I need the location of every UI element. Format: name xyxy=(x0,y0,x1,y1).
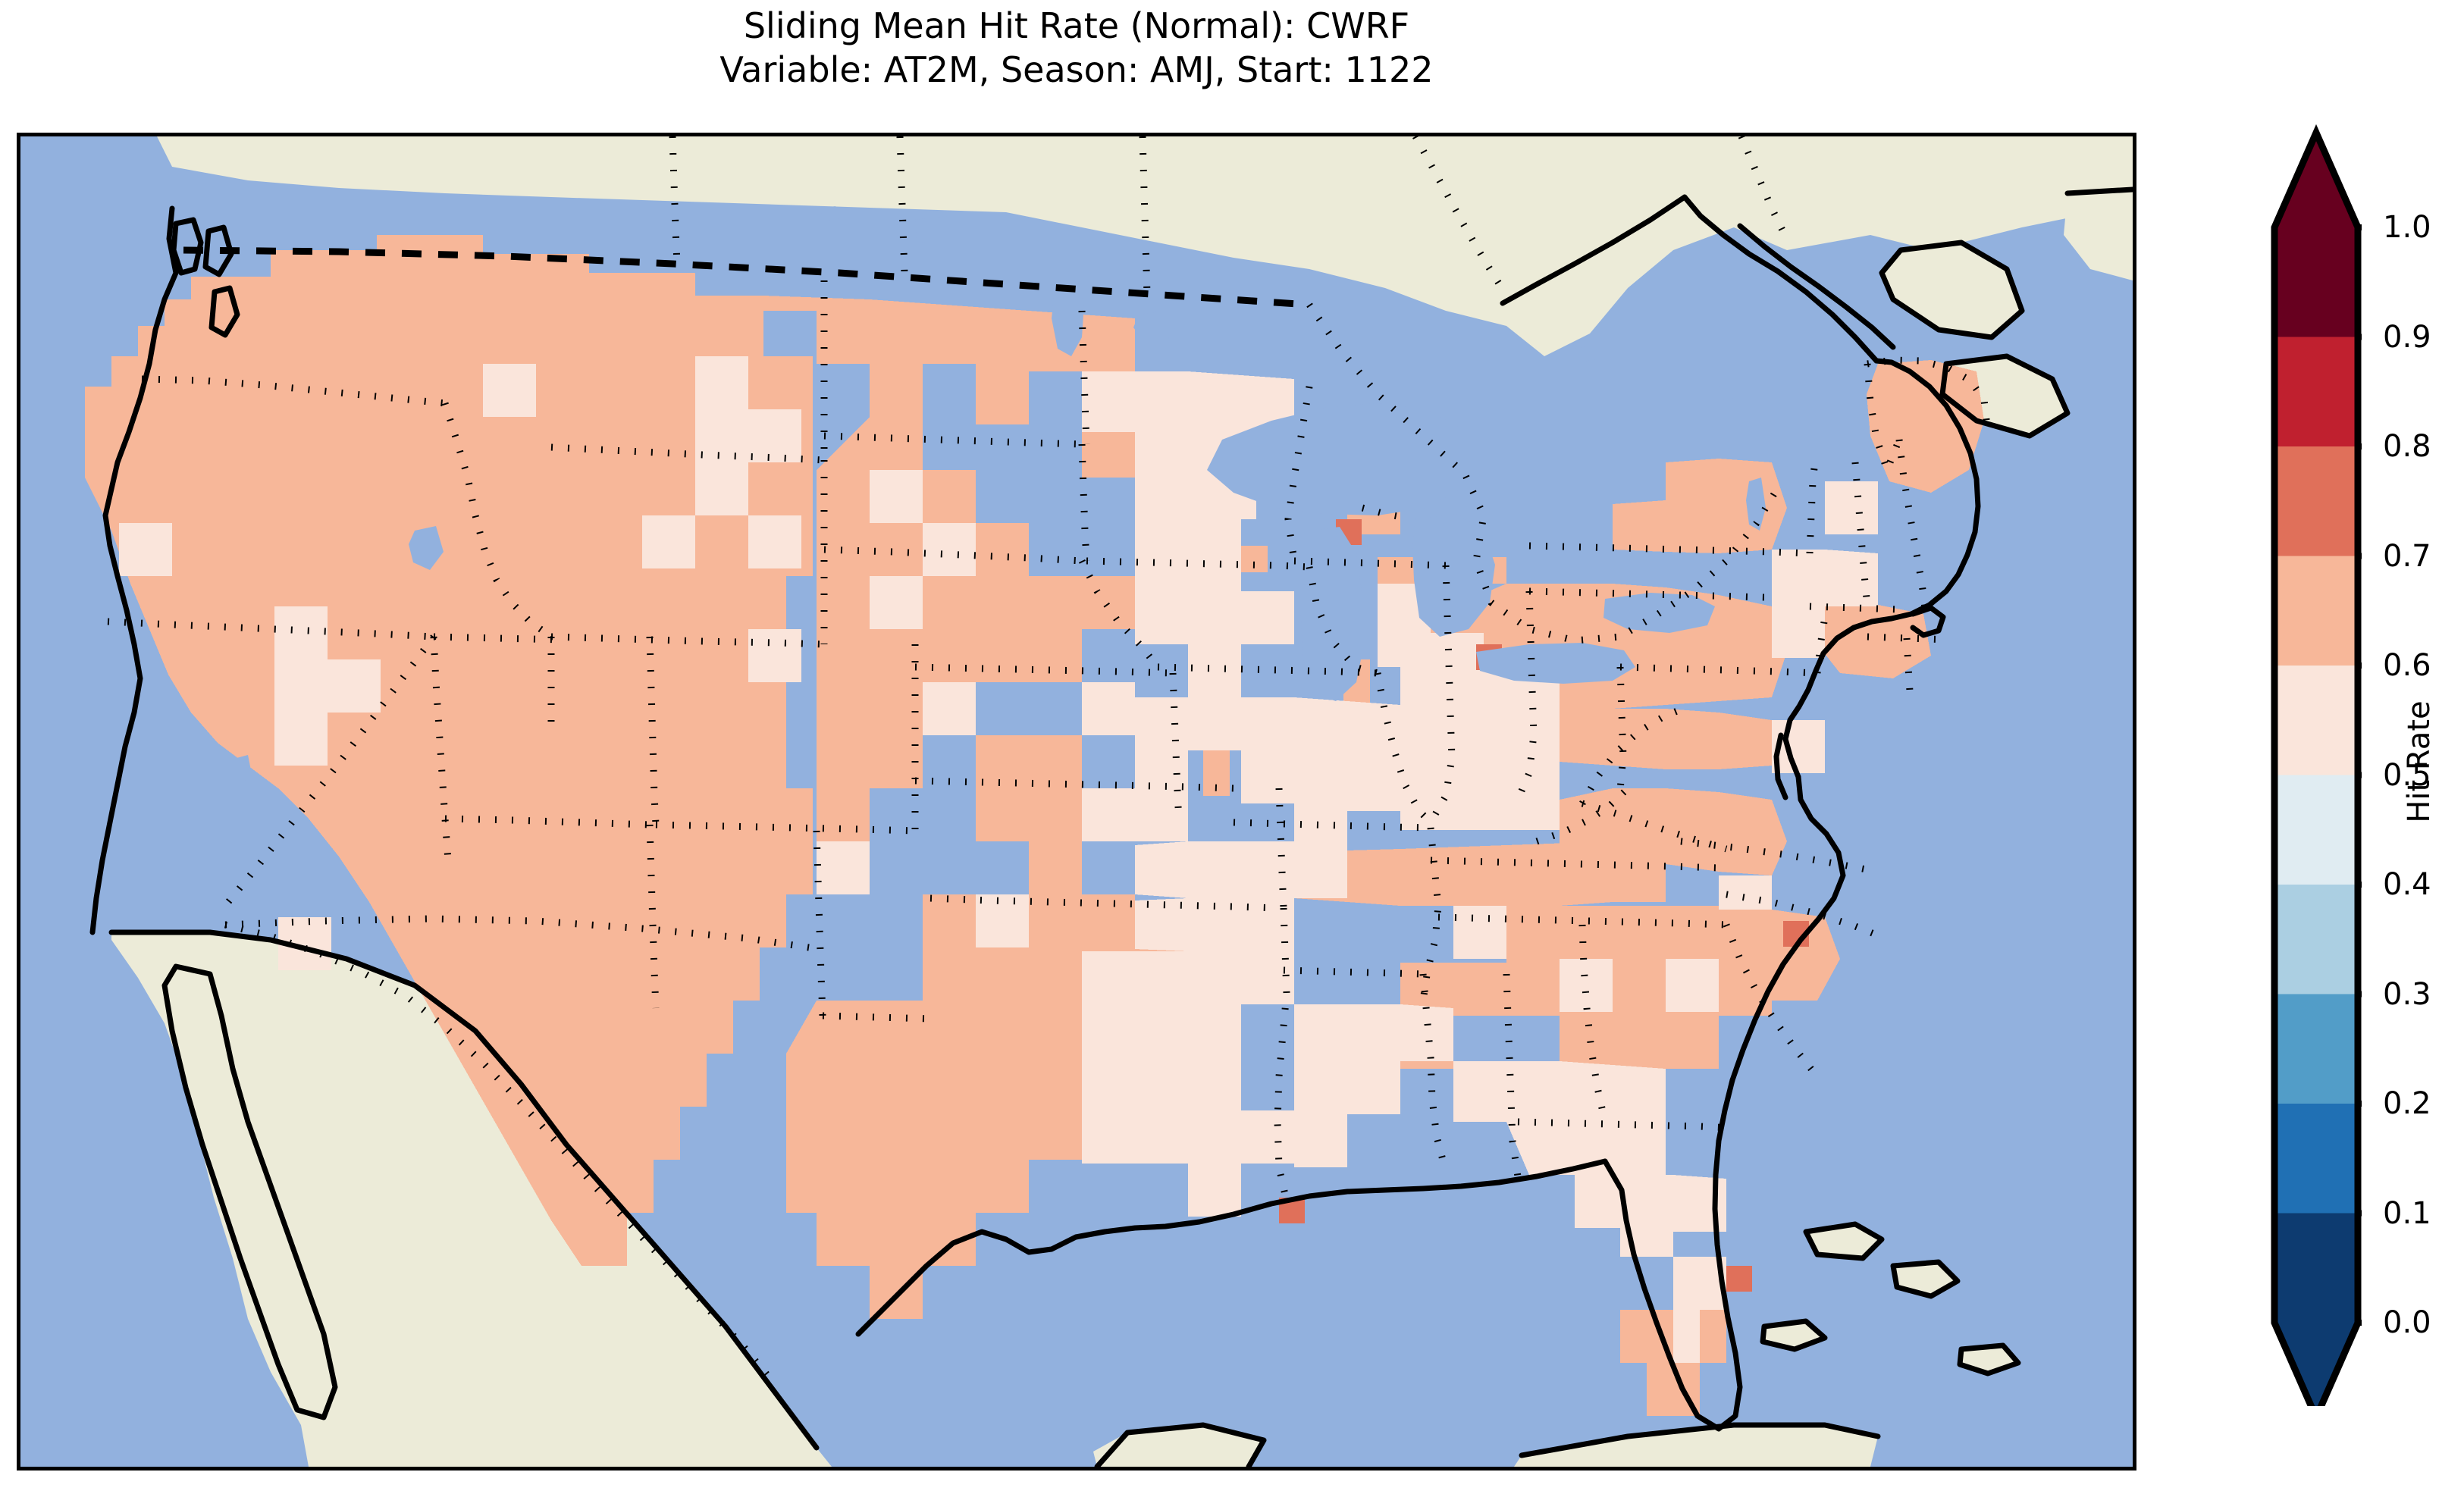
colorbar-tick-0_3: 0.3 xyxy=(2383,976,2431,1012)
colorbar-tick-0_2: 0.2 xyxy=(2383,1086,2431,1121)
colorbar-tick-0_7: 0.7 xyxy=(2383,538,2431,574)
baja-california xyxy=(165,966,335,1417)
colorbar-band-00-01 xyxy=(2274,1213,2358,1323)
colorbar-tick-0_4: 0.4 xyxy=(2383,867,2431,902)
map-axes xyxy=(17,133,2136,1471)
small-lake-5 xyxy=(820,206,839,221)
canada-landmass xyxy=(157,136,2133,356)
lake-michigan xyxy=(1300,527,1364,701)
newfoundland-tip xyxy=(2064,189,2133,280)
coastlines xyxy=(89,186,2133,1467)
colorbar-tick-1_0: 1.0 xyxy=(2383,210,2431,245)
map-canvas xyxy=(20,136,2133,1467)
state-borders xyxy=(107,136,1991,1382)
colorbar-band-09-10 xyxy=(2274,227,2358,337)
small-lake-4 xyxy=(1719,384,1740,400)
small-lake-3 xyxy=(1575,346,1596,362)
colorbar-tick-0_9: 0.9 xyxy=(2383,319,2431,355)
great-salt-lake xyxy=(409,526,444,570)
figure-title: Sliding Mean Hit Rate (Normal): CWRF Var… xyxy=(0,5,2153,92)
colorbar-band-06-07 xyxy=(2274,556,2358,666)
colorbar-band-02-03 xyxy=(2274,994,2358,1104)
colorbar-extend-bottom xyxy=(2274,1323,2358,1406)
lake-winnipeg xyxy=(1052,279,1084,356)
colorbar-band-04-05 xyxy=(2274,775,2358,885)
lake-erie xyxy=(1476,643,1635,684)
colorbar-tick-0_1: 0.1 xyxy=(2383,1195,2431,1231)
colorbar-band-07-08 xyxy=(2274,446,2358,556)
colorbar-tick-0_0: 0.0 xyxy=(2383,1305,2431,1340)
colorbar-tick-0_5: 0.5 xyxy=(2383,757,2431,793)
colorbar-tick-0_8: 0.8 xyxy=(2383,429,2431,464)
puget-sound xyxy=(174,220,201,273)
lake-superior xyxy=(1207,403,1472,515)
salton-sea xyxy=(237,755,252,782)
lake-champlain xyxy=(1746,478,1766,531)
cuba-landmass xyxy=(1514,1425,1878,1467)
colorbar-extend-top xyxy=(2274,133,2358,227)
small-lake-1 xyxy=(1014,262,1033,279)
colorbar-svg xyxy=(2271,124,2362,1406)
colorbar-band-01-02 xyxy=(2274,1104,2358,1214)
lake-huron xyxy=(1412,514,1495,637)
colorbar-tick-labels: 1.0 0.9 0.8 0.7 0.6 0.5 0.4 0.3 0.2 0.1 … xyxy=(2363,117,2454,1406)
colorbar-band-05-06 xyxy=(2274,666,2358,775)
colorbar: 1.0 0.9 0.8 0.7 0.6 0.5 0.4 0.3 0.2 0.1 … xyxy=(2271,117,2460,1406)
data-cells-bin-05-06 xyxy=(119,356,1878,1363)
yucatan-landmass xyxy=(1093,1425,1264,1467)
bahamas-1 xyxy=(1806,1224,1882,1258)
colorbar-band-08-09 xyxy=(2274,337,2358,446)
title-line-2: Variable: AT2M, Season: AMJ, Start: 1122 xyxy=(719,49,1434,90)
lake-of-the-woods xyxy=(1133,311,1177,341)
colorbar-band-03-04 xyxy=(2274,885,2358,994)
title-line-1: Sliding Mean Hit Rate (Normal): CWRF xyxy=(743,5,1410,46)
great-lakes xyxy=(174,206,1766,782)
colorbar-axis-label: Hit Rate xyxy=(2402,700,2437,823)
map-svg xyxy=(20,136,2133,1467)
colorbar-tick-0_6: 0.6 xyxy=(2383,648,2431,683)
great-slave-lake xyxy=(915,216,961,245)
